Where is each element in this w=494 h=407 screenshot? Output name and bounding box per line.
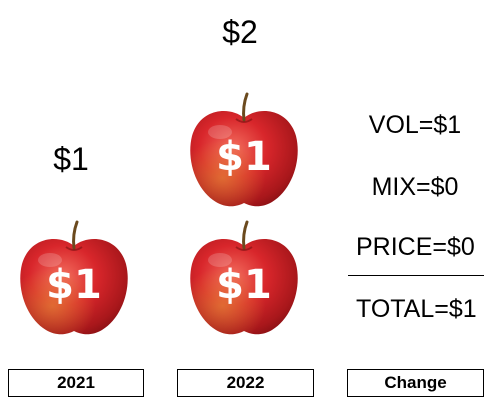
mix-effect: MIX=$0 xyxy=(371,173,459,201)
total-2022: $2 xyxy=(222,14,258,50)
total-change: TOTAL=$1 xyxy=(356,295,477,323)
apple-icon: $1 xyxy=(186,92,302,210)
volume-effect: VOL=$1 xyxy=(368,111,462,139)
price-effect: PRICE=$0 xyxy=(356,233,475,261)
apple-2022-2: $1 xyxy=(186,220,302,338)
apple-value: $1 xyxy=(46,262,102,308)
apple-icon: $1 xyxy=(186,220,302,338)
column-label-change: Change xyxy=(347,369,484,397)
column-label-2021: 2021 xyxy=(8,369,144,397)
column-label-2022: 2022 xyxy=(177,369,314,397)
apple-value: $1 xyxy=(216,262,272,308)
apple-2022-1: $1 xyxy=(186,92,302,210)
total-2021: $1 xyxy=(53,141,89,177)
apple-icon: $1 xyxy=(16,220,132,338)
sum-divider xyxy=(348,275,484,276)
apple-2021-1: $1 xyxy=(16,220,132,338)
apple-value: $1 xyxy=(216,134,272,180)
